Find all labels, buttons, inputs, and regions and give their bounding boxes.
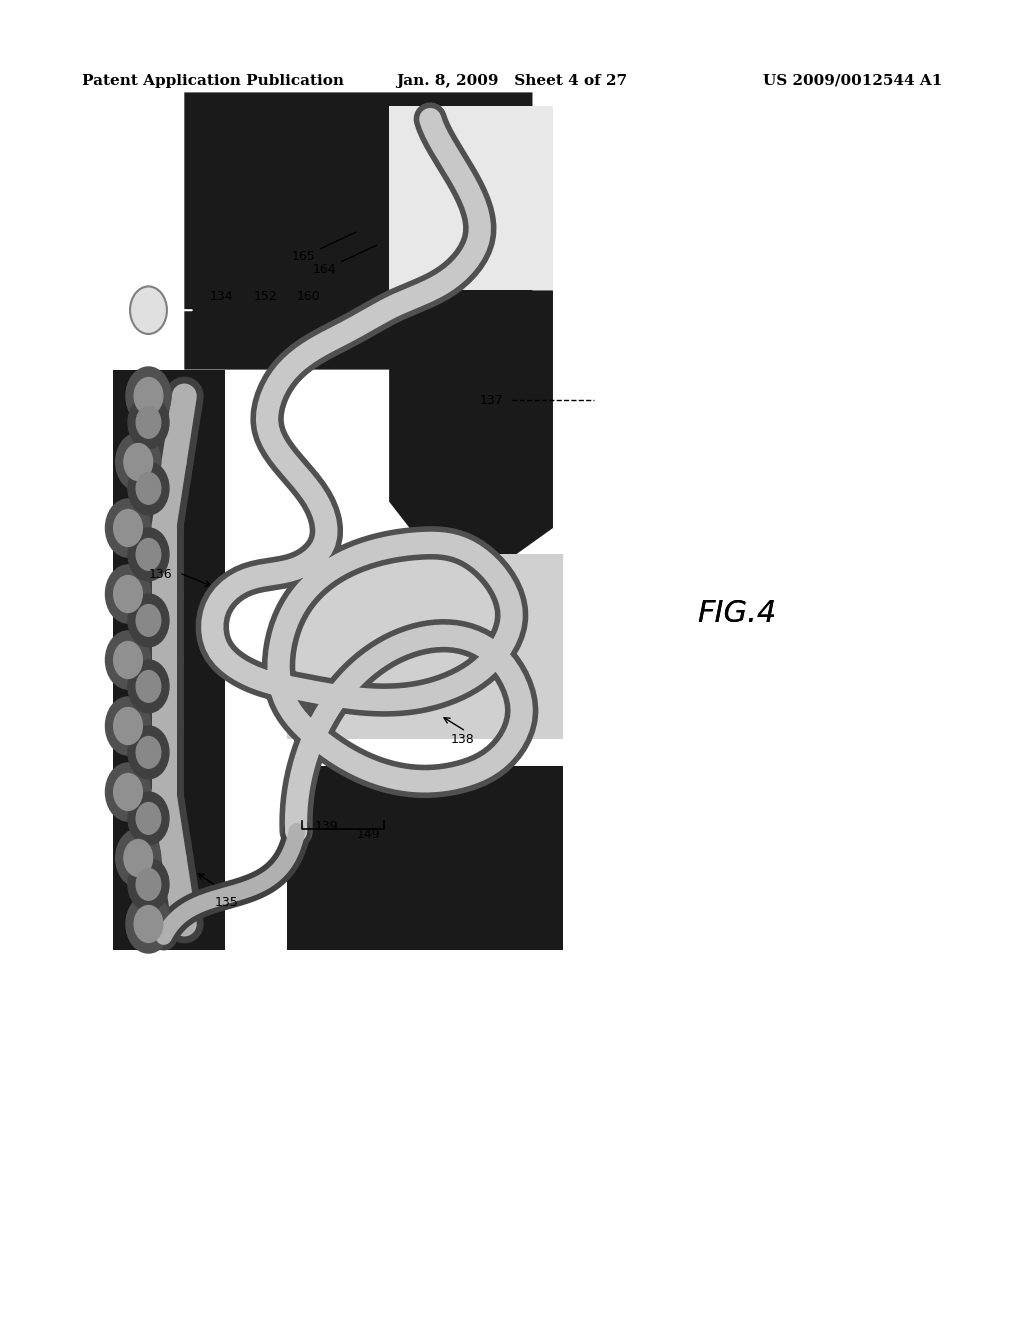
Circle shape (105, 697, 151, 755)
Text: FIG.4: FIG.4 (697, 599, 777, 628)
Circle shape (134, 378, 163, 414)
Circle shape (130, 286, 167, 334)
Text: US 2009/0012544 A1: US 2009/0012544 A1 (763, 74, 942, 88)
Circle shape (116, 829, 161, 887)
Circle shape (128, 726, 169, 779)
Text: 137: 137 (479, 393, 503, 407)
Circle shape (114, 510, 142, 546)
Circle shape (136, 539, 161, 570)
Circle shape (128, 660, 169, 713)
Text: 152: 152 (254, 289, 278, 302)
Circle shape (128, 858, 169, 911)
Circle shape (136, 605, 161, 636)
Circle shape (105, 499, 151, 557)
Polygon shape (389, 106, 553, 290)
Circle shape (126, 895, 171, 953)
Circle shape (105, 763, 151, 821)
Circle shape (134, 906, 163, 942)
Polygon shape (184, 92, 532, 370)
Circle shape (114, 708, 142, 744)
Circle shape (114, 576, 142, 612)
Circle shape (124, 444, 153, 480)
Text: Jan. 8, 2009   Sheet 4 of 27: Jan. 8, 2009 Sheet 4 of 27 (396, 74, 628, 88)
Circle shape (136, 803, 161, 834)
Circle shape (128, 462, 169, 515)
Text: 134: 134 (210, 289, 233, 302)
Text: 138: 138 (451, 733, 474, 746)
Circle shape (136, 671, 161, 702)
Circle shape (128, 528, 169, 581)
Text: 160: 160 (297, 289, 321, 302)
Circle shape (105, 565, 151, 623)
Circle shape (124, 840, 153, 876)
Text: Patent Application Publication: Patent Application Publication (82, 74, 344, 88)
Polygon shape (113, 370, 225, 950)
Circle shape (136, 473, 161, 504)
Circle shape (116, 433, 161, 491)
Text: 136: 136 (148, 568, 172, 581)
Circle shape (136, 869, 161, 900)
Circle shape (128, 792, 169, 845)
Text: 164: 164 (312, 246, 377, 276)
Text: 135: 135 (215, 895, 239, 908)
Circle shape (136, 407, 161, 438)
Circle shape (114, 642, 142, 678)
Circle shape (136, 737, 161, 768)
Text: FIG.4: FIG.4 (697, 599, 777, 628)
Circle shape (128, 396, 169, 449)
Circle shape (128, 594, 169, 647)
Polygon shape (287, 554, 563, 739)
Text: 149: 149 (356, 828, 380, 841)
Polygon shape (287, 766, 563, 950)
Circle shape (105, 631, 151, 689)
Text: 165: 165 (292, 232, 356, 263)
Polygon shape (389, 290, 553, 594)
Text: 139: 139 (314, 820, 338, 833)
Circle shape (126, 367, 171, 425)
Circle shape (114, 774, 142, 810)
